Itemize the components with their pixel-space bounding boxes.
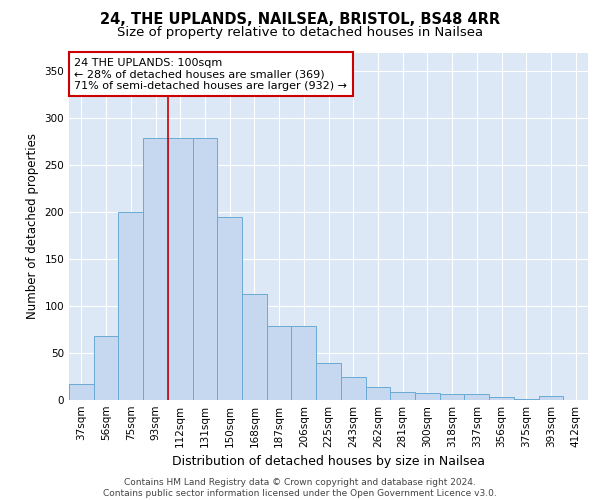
Bar — [94, 336, 118, 400]
Y-axis label: Number of detached properties: Number of detached properties — [26, 133, 39, 320]
Bar — [316, 364, 341, 400]
Bar — [365, 387, 390, 400]
Text: 24, THE UPLANDS, NAILSEA, BRISTOL, BS48 4RR: 24, THE UPLANDS, NAILSEA, BRISTOL, BS48 … — [100, 12, 500, 28]
Text: Size of property relative to detached houses in Nailsea: Size of property relative to detached ho… — [117, 26, 483, 39]
Bar — [415, 394, 440, 400]
Bar — [267, 326, 292, 400]
Bar — [193, 138, 217, 400]
Bar — [143, 138, 168, 400]
Bar — [489, 397, 514, 400]
Bar — [292, 326, 316, 400]
Text: Contains HM Land Registry data © Crown copyright and database right 2024.
Contai: Contains HM Land Registry data © Crown c… — [103, 478, 497, 498]
Bar — [341, 376, 365, 400]
Bar — [168, 138, 193, 400]
Bar — [514, 399, 539, 400]
Bar — [69, 384, 94, 400]
Text: 24 THE UPLANDS: 100sqm
← 28% of detached houses are smaller (369)
71% of semi-de: 24 THE UPLANDS: 100sqm ← 28% of detached… — [74, 58, 347, 91]
Bar — [440, 394, 464, 400]
Bar — [464, 394, 489, 400]
Bar — [217, 217, 242, 400]
Bar — [390, 392, 415, 400]
Bar — [118, 212, 143, 400]
X-axis label: Distribution of detached houses by size in Nailsea: Distribution of detached houses by size … — [172, 456, 485, 468]
Bar — [242, 294, 267, 400]
Bar — [539, 396, 563, 400]
